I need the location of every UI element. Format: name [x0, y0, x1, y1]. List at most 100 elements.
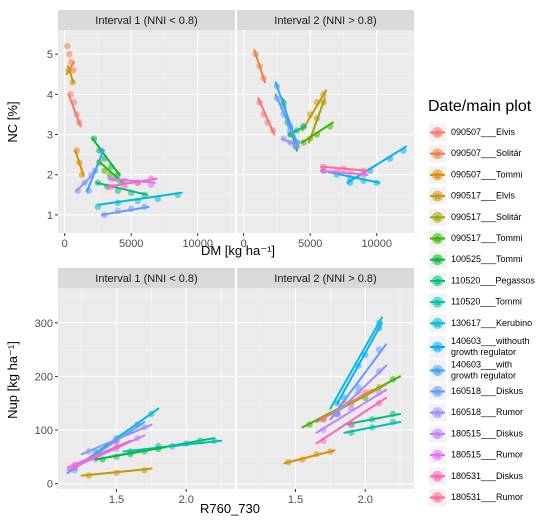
regression-line — [315, 396, 388, 445]
legend-key-glyph: a — [435, 212, 441, 222]
regression-line — [301, 121, 334, 144]
legend-key-glyph: a — [435, 191, 441, 201]
legend-entry: a 140603___with growth regulator — [429, 359, 516, 382]
regression-line — [343, 421, 402, 434]
series-090507___Tommi — [73, 147, 86, 178]
regression-line — [315, 388, 388, 434]
series-100525___Tommi — [90, 135, 122, 178]
plot-background — [58, 288, 235, 489]
series-130617___Kerubino — [94, 191, 183, 211]
series-090517___Elvis — [80, 467, 153, 479]
series-180531___Rumor — [319, 163, 369, 174]
legend-key-glyph: a — [435, 128, 441, 138]
series-090507___Elvis — [256, 97, 277, 136]
regression-line — [257, 97, 276, 136]
regression-line — [122, 439, 223, 453]
facet-strip-label: Interval 1 (NNI < 0.8) — [95, 273, 197, 285]
data-point — [70, 66, 77, 74]
facet-panels: Interval 1 (NNI < 0.8)0 5000 1000012345Int… — [5, 10, 414, 516]
legend-entry: a 180515___Rumor — [429, 446, 523, 464]
regression-line — [66, 65, 75, 84]
regression-line — [319, 165, 369, 172]
regression-line — [74, 149, 85, 176]
facet-strip-label: Interval 2 (NNI > 0.8) — [274, 273, 376, 285]
x-tick-label: 5000 — [298, 238, 322, 250]
legend-key-glyph: a — [435, 255, 441, 265]
strip-background — [58, 268, 235, 288]
regression-line — [67, 93, 82, 128]
panel-nup-2: Interval 2 (NNI > 0.8) 1.5 2.0 — [237, 268, 414, 506]
strip-background — [237, 268, 414, 288]
legend-key-glyph: a — [435, 450, 441, 460]
legend-key-glyph: a — [435, 297, 441, 307]
legend-entry: a 130617___Kerubino — [429, 314, 532, 332]
regression-line — [319, 169, 369, 176]
regression-line — [307, 97, 326, 144]
series-160518___Rumor — [74, 171, 95, 194]
data-point — [90, 135, 98, 142]
regression-line — [274, 93, 300, 148]
legend-entry: a 160518___Diskus — [429, 383, 524, 400]
y-tick-label: 5 — [47, 49, 53, 61]
regression-line — [91, 137, 121, 176]
legend-key-glyph: a — [435, 429, 441, 439]
y-tick-label: 4 — [47, 89, 53, 101]
strip-background — [58, 10, 235, 30]
regression-line — [106, 177, 158, 188]
legend-entry-label: 090517___Tommi — [451, 233, 523, 243]
legend-title: Date/main plot — [428, 98, 532, 115]
series-180515___Diskus — [315, 388, 388, 434]
series-160518___Rumor — [329, 364, 388, 421]
legend-entry-label: 110520___Pegassos — [451, 275, 535, 285]
strip-background — [237, 10, 414, 30]
legend-key-glyph: a — [435, 366, 441, 376]
legend-key-glyph: a — [435, 276, 441, 286]
plot-background — [237, 288, 414, 489]
x-tick-label: 1.5 — [288, 494, 303, 506]
legend-entry: a 090517___Solitär — [429, 208, 522, 226]
series-090507___Tommi — [283, 448, 336, 466]
series-140603___with growth regulator — [85, 147, 106, 194]
y-tick-label: 3 — [47, 130, 53, 142]
regression-line — [321, 169, 381, 184]
x-tick-label: 2.0 — [179, 494, 194, 506]
legend-entry-label: 090517___Elvis — [451, 191, 516, 201]
y-tick-label: 300 — [35, 318, 53, 330]
legend-key-glyph: a — [435, 234, 441, 244]
regression-line — [66, 439, 132, 469]
legend-entry: a 090507___Elvis — [429, 124, 516, 141]
series-100525___Tommi — [94, 445, 167, 463]
legend-entry-label: 180515___Diskus — [451, 428, 524, 438]
regression-line — [336, 321, 383, 405]
regression-line — [283, 449, 336, 465]
legend-entry-label: 140603___with growth regulator — [451, 360, 516, 381]
legend-entry-label: 180515___Rumor — [451, 450, 523, 460]
legend-key-glyph: a — [435, 318, 441, 328]
regression-line — [75, 173, 94, 192]
legend-entry-label: 140603___withouth growth regulator — [451, 336, 530, 357]
regression-line — [66, 434, 146, 472]
legend-entry-label: 090507___Tommi — [451, 169, 523, 179]
plot-background — [237, 30, 414, 233]
legend-key-glyph: a — [435, 471, 441, 481]
plot-background — [58, 30, 235, 233]
data-point — [114, 171, 122, 178]
legend-entry-label: 180531___Rumor — [451, 492, 523, 502]
legend-key-glyph: a — [435, 493, 441, 503]
series-090517___Elvis — [65, 65, 76, 86]
x-tick-label: 0 — [241, 238, 247, 250]
series-090517___Tommi — [300, 121, 334, 146]
legend-entry: a 180531___Diskus — [429, 467, 524, 485]
panel-nup-1: Interval 1 (NNI < 0.8) 1.5 2.0 0 100 200 300 — [35, 268, 235, 506]
legend-entry: a 180515___Diskus — [429, 425, 524, 443]
regression-line — [301, 89, 328, 132]
data-point — [64, 42, 71, 50]
legend-entry-label: 090507___Solitär — [451, 148, 522, 158]
y-tick-label: 1 — [47, 210, 53, 222]
regression-line — [253, 49, 266, 84]
regression-line — [80, 467, 153, 477]
regression-line — [107, 177, 157, 184]
series-160518___Diskus — [273, 93, 301, 148]
